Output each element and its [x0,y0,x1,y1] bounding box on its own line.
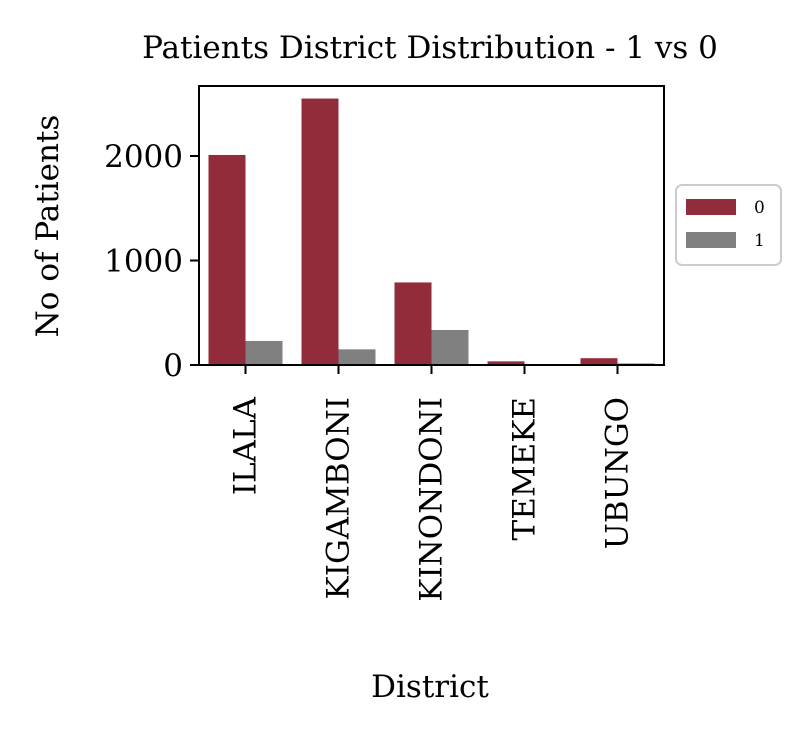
x-tick-label-ilala: ILALA [228,396,264,495]
y-tick-label: 1000 [104,244,183,280]
y-tick-label: 2000 [104,139,183,175]
bar-kigamboni-series-1 [338,349,376,365]
y-tick-label: 0 [163,348,183,384]
legend: 01 [675,184,782,266]
legend-box [675,184,782,266]
y-axis-label: No of Patients [30,115,66,338]
legend-label-series-0: 0 [754,198,765,218]
legend-swatch-series-1 [686,232,736,248]
legend-swatch-series-0 [686,199,736,215]
bar-ilala-series-0 [208,154,246,365]
chart-title: Patients District Distribution - 1 vs 0 [142,30,718,66]
x-axis: ILALA KIGAMBONI KINONDONI TEMEKE UBUNGO [228,365,636,602]
bars-group [208,98,655,365]
legend-label-series-1: 1 [754,231,765,251]
bar-kinondoni-series-0 [394,282,432,365]
bar-kigamboni-series-0 [301,98,339,365]
x-tick-label-ubungo: UBUNGO [600,397,636,549]
x-axis-label: District [371,669,489,705]
bar-temeke-series-0 [487,361,525,365]
y-axis: 0 1000 2000 [104,139,199,384]
bar-ilala-series-1 [245,340,283,365]
x-tick-label-kigamboni: KIGAMBONI [321,397,357,599]
bar-kinondoni-series-1 [431,329,469,365]
bar-ubungo-series-0 [580,358,618,365]
x-tick-label-kinondoni: KINONDONI [414,397,450,602]
x-tick-label-temeke: TEMEKE [507,397,543,540]
